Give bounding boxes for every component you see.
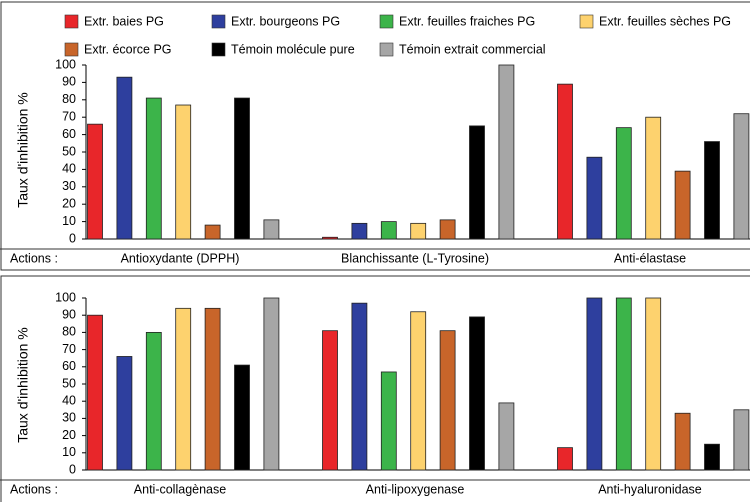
bar (116, 356, 133, 471)
bar (586, 156, 603, 240)
x-tick-label: Anti-élastase (614, 251, 686, 265)
x-tick-label: Blanchissante (L-Tyrosine) (341, 251, 489, 265)
bar (204, 307, 221, 471)
y-axis-title: Taux d'inhibition % (15, 92, 31, 208)
x-tick-label: Anti-collagènase (134, 482, 226, 496)
bar (733, 113, 750, 240)
bar (351, 222, 368, 240)
y-tick-label: 20 (62, 428, 76, 442)
bar (645, 297, 662, 471)
legend-swatch (379, 14, 394, 29)
bar (498, 402, 515, 471)
legend-swatch (379, 42, 394, 57)
y-tick-label: 30 (62, 411, 76, 425)
y-tick-label: 60 (62, 359, 76, 373)
bar (175, 104, 192, 240)
bar (145, 331, 162, 471)
y-axis-title: Taux d'inhibition % (15, 327, 31, 443)
y-tick-label: 10 (62, 214, 76, 228)
bar (145, 97, 162, 240)
bar (557, 447, 573, 471)
legend-swatch (211, 14, 226, 29)
bar (439, 219, 456, 240)
bar (116, 76, 133, 240)
bar (410, 222, 427, 240)
y-tick-label: 60 (62, 127, 76, 141)
bar (263, 297, 280, 471)
x-tick-label: Anti-hyaluronidase (598, 482, 702, 496)
y-tick-label: 40 (62, 162, 76, 176)
y-tick-label: 50 (62, 144, 76, 158)
y-tick-label: 80 (62, 92, 76, 106)
legend-label: Témoin extrait commercial (399, 42, 546, 56)
legend-label: Extr. baies PG (84, 14, 164, 28)
y-tick-label: 50 (62, 376, 76, 390)
y-tick-label: 70 (62, 109, 76, 123)
legend-label: Extr. bourgeons PG (231, 14, 340, 28)
legend-swatch (579, 14, 594, 29)
y-tick-label: 20 (62, 196, 76, 210)
bar (410, 311, 427, 471)
legend-label: Extr. feuilles fraiches PG (399, 14, 535, 28)
legend-swatch (211, 42, 226, 57)
y-tick-label: 40 (62, 393, 76, 407)
panel-frame (0, 1, 750, 271)
legend-label: Extr. feuilles sèches PG (599, 14, 731, 28)
y-tick-label: 100 (55, 290, 76, 304)
y-tick-label: 0 (69, 462, 76, 476)
bar (498, 64, 515, 240)
y-tick-label: 10 (62, 445, 76, 459)
y-tick-label: 100 (55, 57, 76, 71)
bar (615, 127, 632, 240)
bar (557, 83, 573, 240)
y-tick-label: 30 (62, 179, 76, 193)
bar (674, 412, 691, 471)
bar (674, 170, 691, 240)
bar (87, 314, 103, 471)
bar (704, 443, 720, 471)
y-tick-label: 0 (69, 231, 76, 245)
bar (234, 364, 250, 471)
bar (234, 97, 250, 240)
bar (351, 302, 368, 471)
y-tick-label: 90 (62, 307, 76, 321)
legend-swatch (64, 14, 79, 29)
bar (87, 123, 103, 240)
bar (645, 116, 662, 240)
legend-label: Témoin molécule pure (231, 42, 355, 56)
bar (733, 409, 750, 471)
x-axis-title: Actions : (10, 482, 58, 496)
panel-frame (0, 275, 750, 502)
bar (469, 316, 485, 471)
y-tick-label: 70 (62, 342, 76, 356)
bar (322, 330, 338, 471)
legend-swatch (64, 42, 79, 57)
bar (204, 224, 221, 240)
legend-label: Extr. écorce PG (84, 42, 172, 56)
x-axis-title: Actions : (10, 251, 58, 265)
bar (469, 125, 485, 240)
bar (439, 330, 456, 471)
y-tick-label: 90 (62, 75, 76, 89)
x-tick-label: Anti-lipoxygenase (366, 482, 465, 496)
bar (263, 219, 280, 240)
bar (380, 221, 397, 240)
bar (175, 307, 192, 471)
bar (704, 141, 720, 240)
y-tick-label: 80 (62, 325, 76, 339)
bar (380, 371, 397, 471)
bar (615, 297, 632, 471)
x-tick-label: Antioxydante (DPPH) (121, 251, 240, 265)
bar (586, 297, 603, 471)
bar (322, 236, 338, 240)
